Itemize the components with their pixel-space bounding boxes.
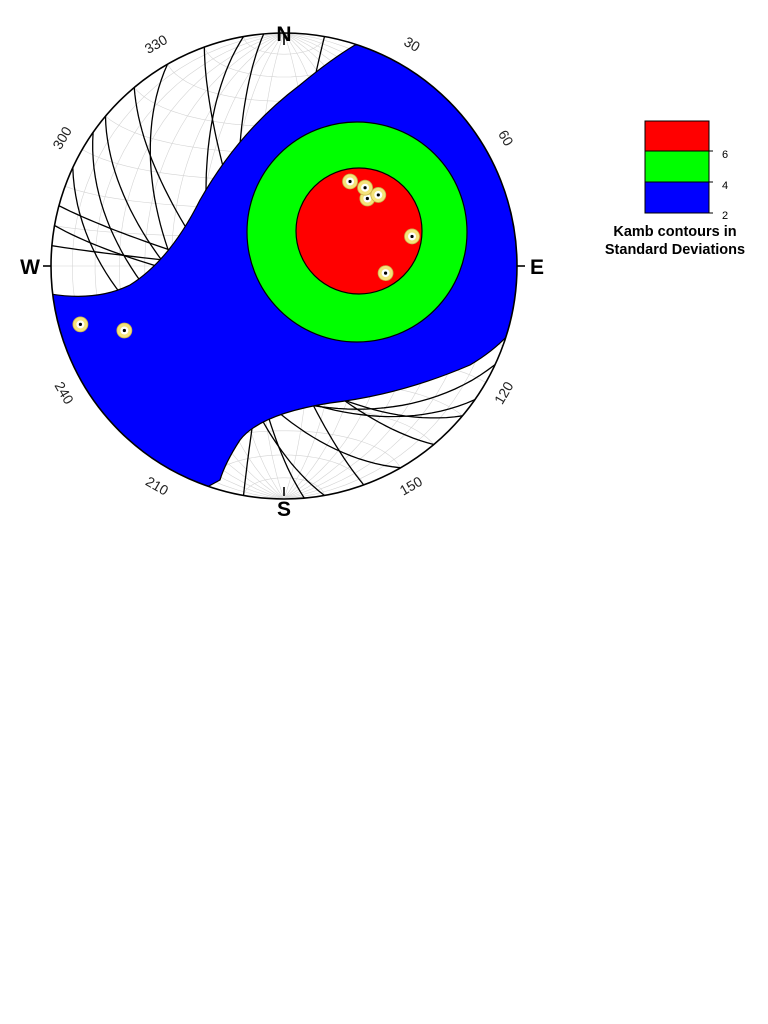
azimuth-label-150: 150 <box>397 473 425 499</box>
azimuth-label-240: 240 <box>52 379 78 407</box>
pole-point <box>342 173 358 190</box>
azimuth-label-300: 300 <box>49 124 75 152</box>
pole-point <box>72 316 89 333</box>
compass-east: E <box>530 256 544 279</box>
pole-point <box>370 187 387 203</box>
legend-swatch-6 <box>644 120 710 152</box>
pole-point <box>357 179 373 196</box>
legend-caption: Kamb contours in Standard Deviations <box>590 223 760 259</box>
azimuth-label-120: 120 <box>491 379 517 407</box>
legend-swatch-4 <box>644 150 710 183</box>
compass-north: N <box>276 23 291 46</box>
kamb-contours <box>51 33 517 499</box>
grid-small-circle <box>243 477 325 496</box>
contour-6-sd <box>295 167 423 295</box>
legend-tick-6: 6 <box>722 149 728 161</box>
legend-tick-2: 2 <box>722 210 728 222</box>
azimuth-label-60: 60 <box>495 127 517 149</box>
contour-legend: 6 4 2 <box>644 120 728 222</box>
azimuth-label-210: 210 <box>143 473 171 499</box>
azimuth-label-330: 330 <box>142 31 170 57</box>
legend-swatch-2 <box>644 181 710 214</box>
pole-point <box>116 322 133 339</box>
pole-points <box>72 173 420 339</box>
pole-point <box>377 265 394 282</box>
legend-tick-4: 4 <box>722 180 728 192</box>
grid-small-circle <box>243 36 325 55</box>
compass-south: S <box>277 498 291 521</box>
legend-title-line-1: Kamb contours in <box>613 224 737 240</box>
legend-title-line-2: Standard Deviations <box>604 242 746 258</box>
azimuth-label-30: 30 <box>401 33 423 55</box>
compass-markers <box>43 33 525 496</box>
compass-west: W <box>20 256 40 279</box>
pole-point <box>404 228 420 245</box>
